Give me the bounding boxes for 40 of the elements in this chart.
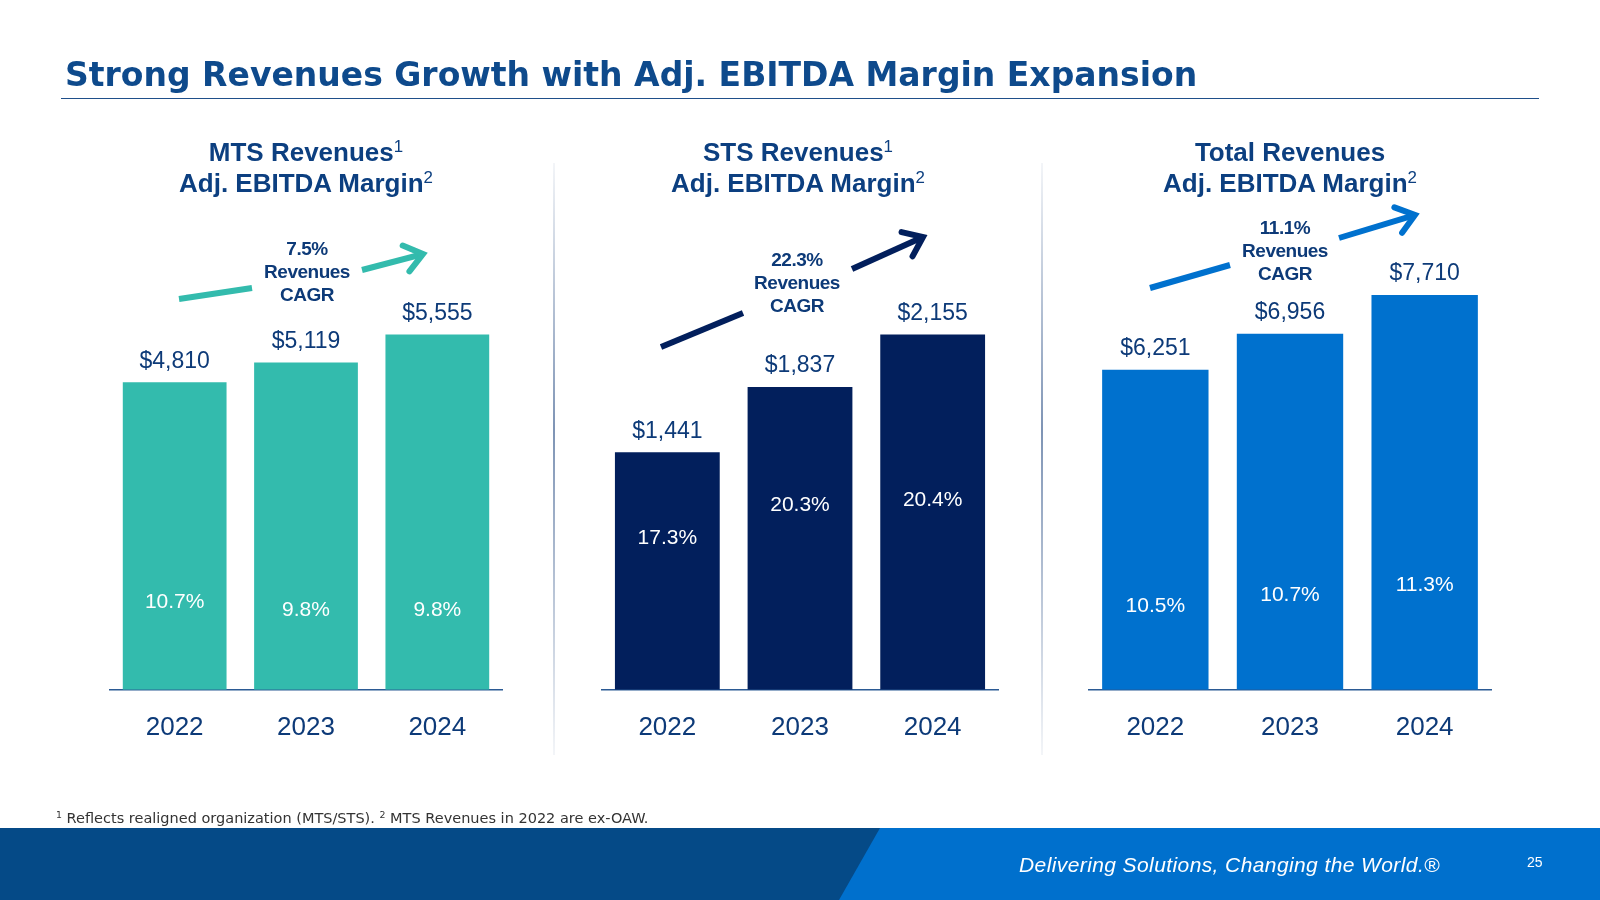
data-label: $7,710 bbox=[1389, 259, 1460, 286]
text: 25 bbox=[1527, 854, 1543, 871]
annotation: 10.7% bbox=[144, 588, 205, 612]
data-label: $2,155 bbox=[897, 298, 968, 325]
x-tick-label: 2023 bbox=[277, 710, 335, 741]
annotation: 11.3% bbox=[1395, 571, 1454, 595]
data-label: $6,251 bbox=[1120, 334, 1191, 361]
chart-title: Total Revenues bbox=[1193, 137, 1387, 168]
text: Strong Revenues Growth with Adj. EBITDA Margin Expansion bbox=[65, 55, 1198, 95]
data-label: $1,441 bbox=[632, 416, 703, 443]
annotation: 10.7% bbox=[1260, 581, 1320, 605]
chart-title: MTS Revenues$^{1}$ bbox=[207, 136, 405, 168]
x-tick-label: 2022 bbox=[638, 710, 697, 741]
x-tick-label: 2024 bbox=[903, 710, 962, 741]
text: 22.3% Revenues CAGR bbox=[754, 248, 840, 317]
data-label: $6,956 bbox=[1254, 298, 1326, 325]
data-label: $5,119 bbox=[271, 326, 341, 353]
text: Delivering Solutions, Changing the World.® bbox=[1019, 852, 1440, 877]
annotation: 17.3% bbox=[637, 524, 698, 548]
annotation: 9.8% bbox=[282, 596, 330, 620]
text: $^{1}$ Reflects realigned organization (MTS/STS). $^{2}$ MTS Revenues in 2022 are ex-OAW. bbox=[56, 808, 649, 827]
annotation: 20.3% bbox=[770, 491, 830, 515]
chart-subtitle: Adj. EBITDA Margin$^{2}$ bbox=[670, 167, 926, 199]
chart-title: STS Revenues$^{1}$ bbox=[701, 136, 894, 168]
x-tick-label: 2023 bbox=[1261, 710, 1319, 741]
annotation: 10.5% bbox=[1125, 592, 1186, 616]
annotation: 20.4% bbox=[902, 486, 963, 510]
text: 11.1% Revenues CAGR bbox=[1242, 216, 1328, 285]
chart-subtitle: Adj. EBITDA Margin$^{2}$ bbox=[1162, 167, 1418, 199]
data-label: $4,810 bbox=[139, 346, 210, 373]
data-label: $5,555 bbox=[402, 298, 473, 325]
x-tick-label: 2023 bbox=[771, 710, 829, 741]
x-tick-label: 2024 bbox=[1395, 710, 1454, 741]
annotation: 9.8% bbox=[413, 596, 462, 620]
x-tick-label: 2022 bbox=[1126, 710, 1185, 741]
chart-subtitle: Adj. EBITDA Margin$^{2}$ bbox=[178, 167, 434, 199]
x-tick-label: 2024 bbox=[408, 710, 467, 741]
text: 7.5% Revenues CAGR bbox=[264, 237, 350, 306]
data-label: $1,837 bbox=[764, 351, 836, 378]
x-tick-label: 2022 bbox=[145, 710, 204, 741]
